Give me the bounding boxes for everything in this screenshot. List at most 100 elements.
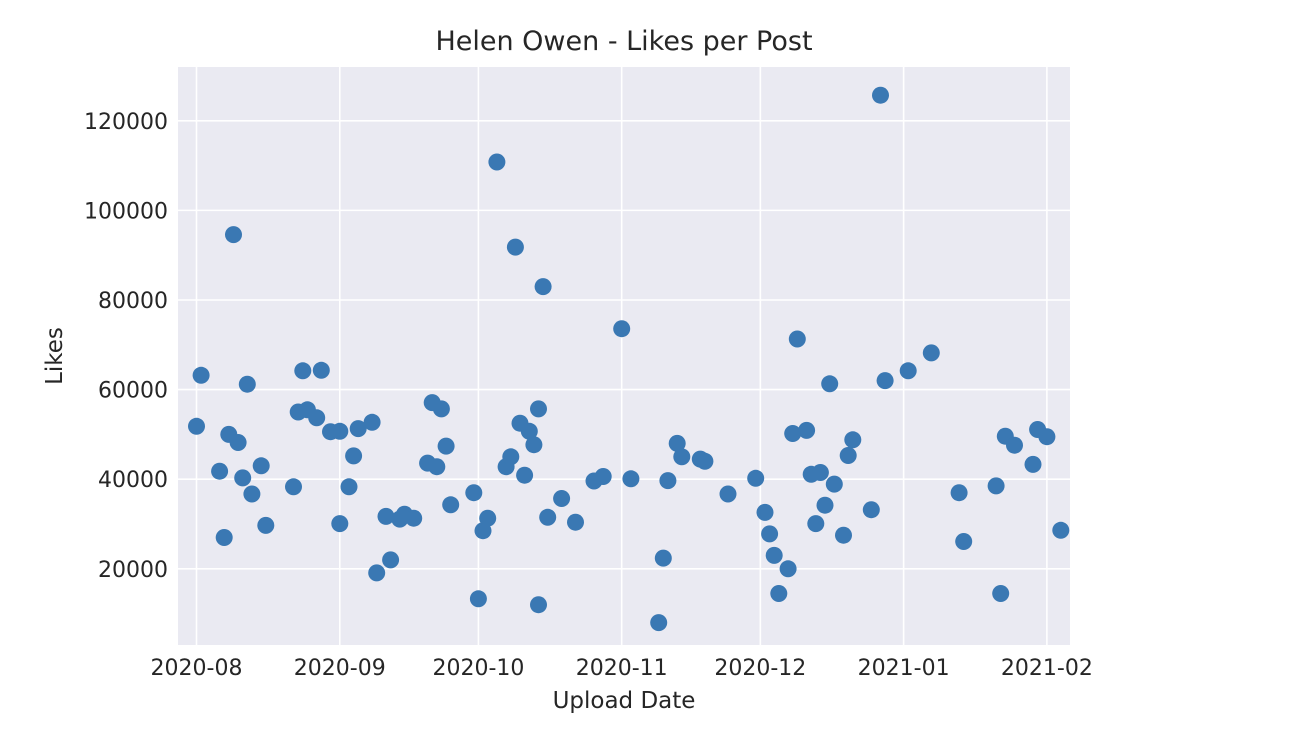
y-axis-label: Likes	[42, 327, 68, 385]
data-point	[761, 525, 779, 543]
data-point	[922, 344, 940, 362]
data-point	[506, 238, 524, 256]
data-point	[225, 226, 242, 244]
data-point	[668, 434, 686, 452]
data-point	[432, 400, 450, 418]
data-point	[238, 375, 256, 393]
x-tick-label: 2021-01	[858, 656, 950, 681]
x-axis-label: Upload Date	[553, 688, 696, 714]
y-tick-label: 60000	[98, 379, 168, 404]
data-point	[622, 470, 640, 488]
x-tick-label: 2021-02	[1001, 656, 1093, 681]
data-point	[363, 413, 381, 431]
data-point	[340, 478, 358, 496]
data-point	[553, 490, 571, 507]
data-point	[1038, 428, 1056, 446]
data-point	[839, 447, 857, 464]
y-tick-label: 20000	[98, 558, 168, 583]
chart-title: Helen Owen - Likes per Post	[435, 26, 812, 57]
data-point	[844, 431, 862, 449]
data-point	[211, 462, 229, 480]
x-tick-label: 2020-08	[151, 656, 243, 681]
data-point	[229, 434, 247, 451]
data-point	[798, 421, 816, 439]
data-point	[308, 409, 326, 427]
y-tick-label: 40000	[98, 468, 168, 493]
data-point	[192, 366, 210, 384]
y-tick-label: 100000	[84, 199, 168, 224]
data-point	[442, 496, 460, 514]
data-point	[1024, 455, 1042, 473]
data-point	[650, 614, 668, 632]
data-point	[876, 372, 894, 390]
data-point	[719, 485, 737, 503]
data-point	[257, 516, 275, 534]
data-point	[862, 501, 880, 519]
data-point	[520, 422, 538, 440]
data-points	[188, 86, 1070, 632]
data-point	[534, 278, 552, 296]
data-point	[567, 513, 584, 531]
data-point	[368, 564, 386, 582]
data-point	[294, 362, 312, 380]
data-point	[377, 507, 395, 525]
data-point	[659, 472, 677, 490]
data-point	[331, 515, 349, 533]
x-tick-labels: 2020-08 2020-09 2020-10 2020-11 2020-12 2021-…	[151, 656, 1093, 681]
data-point	[234, 469, 252, 487]
y-gridlines	[178, 119, 1070, 570]
data-point	[252, 457, 270, 475]
data-point	[673, 448, 691, 466]
data-point	[950, 484, 968, 502]
data-point	[821, 375, 839, 393]
data-point	[696, 452, 714, 470]
data-point	[469, 590, 487, 608]
data-point	[811, 464, 829, 481]
data-point	[747, 469, 765, 487]
data-point	[825, 475, 843, 493]
data-point	[654, 549, 672, 567]
data-point	[756, 503, 774, 521]
data-point	[525, 436, 543, 454]
data-point	[312, 361, 330, 379]
data-point	[285, 478, 302, 496]
data-point	[465, 484, 483, 502]
data-point	[405, 509, 423, 527]
data-point	[987, 477, 1005, 495]
data-point	[530, 596, 547, 614]
data-point	[539, 508, 557, 526]
data-point	[784, 425, 802, 442]
x-tick-label: 2020-09	[294, 656, 386, 681]
x-gridlines	[195, 67, 1048, 645]
data-point	[770, 585, 788, 602]
data-point	[516, 466, 534, 484]
data-point	[345, 447, 363, 465]
data-point	[243, 485, 261, 503]
plot-area	[178, 67, 1070, 645]
data-point	[872, 86, 889, 104]
data-point	[765, 546, 783, 564]
data-point	[437, 437, 455, 455]
data-point	[807, 515, 825, 533]
data-point	[613, 320, 631, 338]
data-point	[428, 458, 446, 476]
data-point	[215, 529, 233, 546]
y-tick-labels: 20000 40000 60000 80000 100000 120000	[84, 110, 168, 583]
data-point	[788, 330, 806, 348]
x-tick-label: 2020-10	[432, 656, 524, 681]
data-point	[779, 560, 797, 578]
data-point	[331, 422, 349, 440]
data-point	[382, 551, 400, 569]
data-point	[530, 400, 547, 418]
data-point	[899, 362, 917, 380]
data-point	[502, 448, 520, 466]
data-point	[488, 153, 506, 171]
data-point	[349, 420, 367, 438]
y-tick-label: 80000	[98, 289, 168, 314]
data-point	[1006, 436, 1023, 454]
x-tick-label: 2020-12	[714, 656, 806, 681]
data-point	[594, 468, 612, 485]
x-tick-label: 2020-11	[576, 656, 668, 681]
data-point	[835, 526, 852, 544]
